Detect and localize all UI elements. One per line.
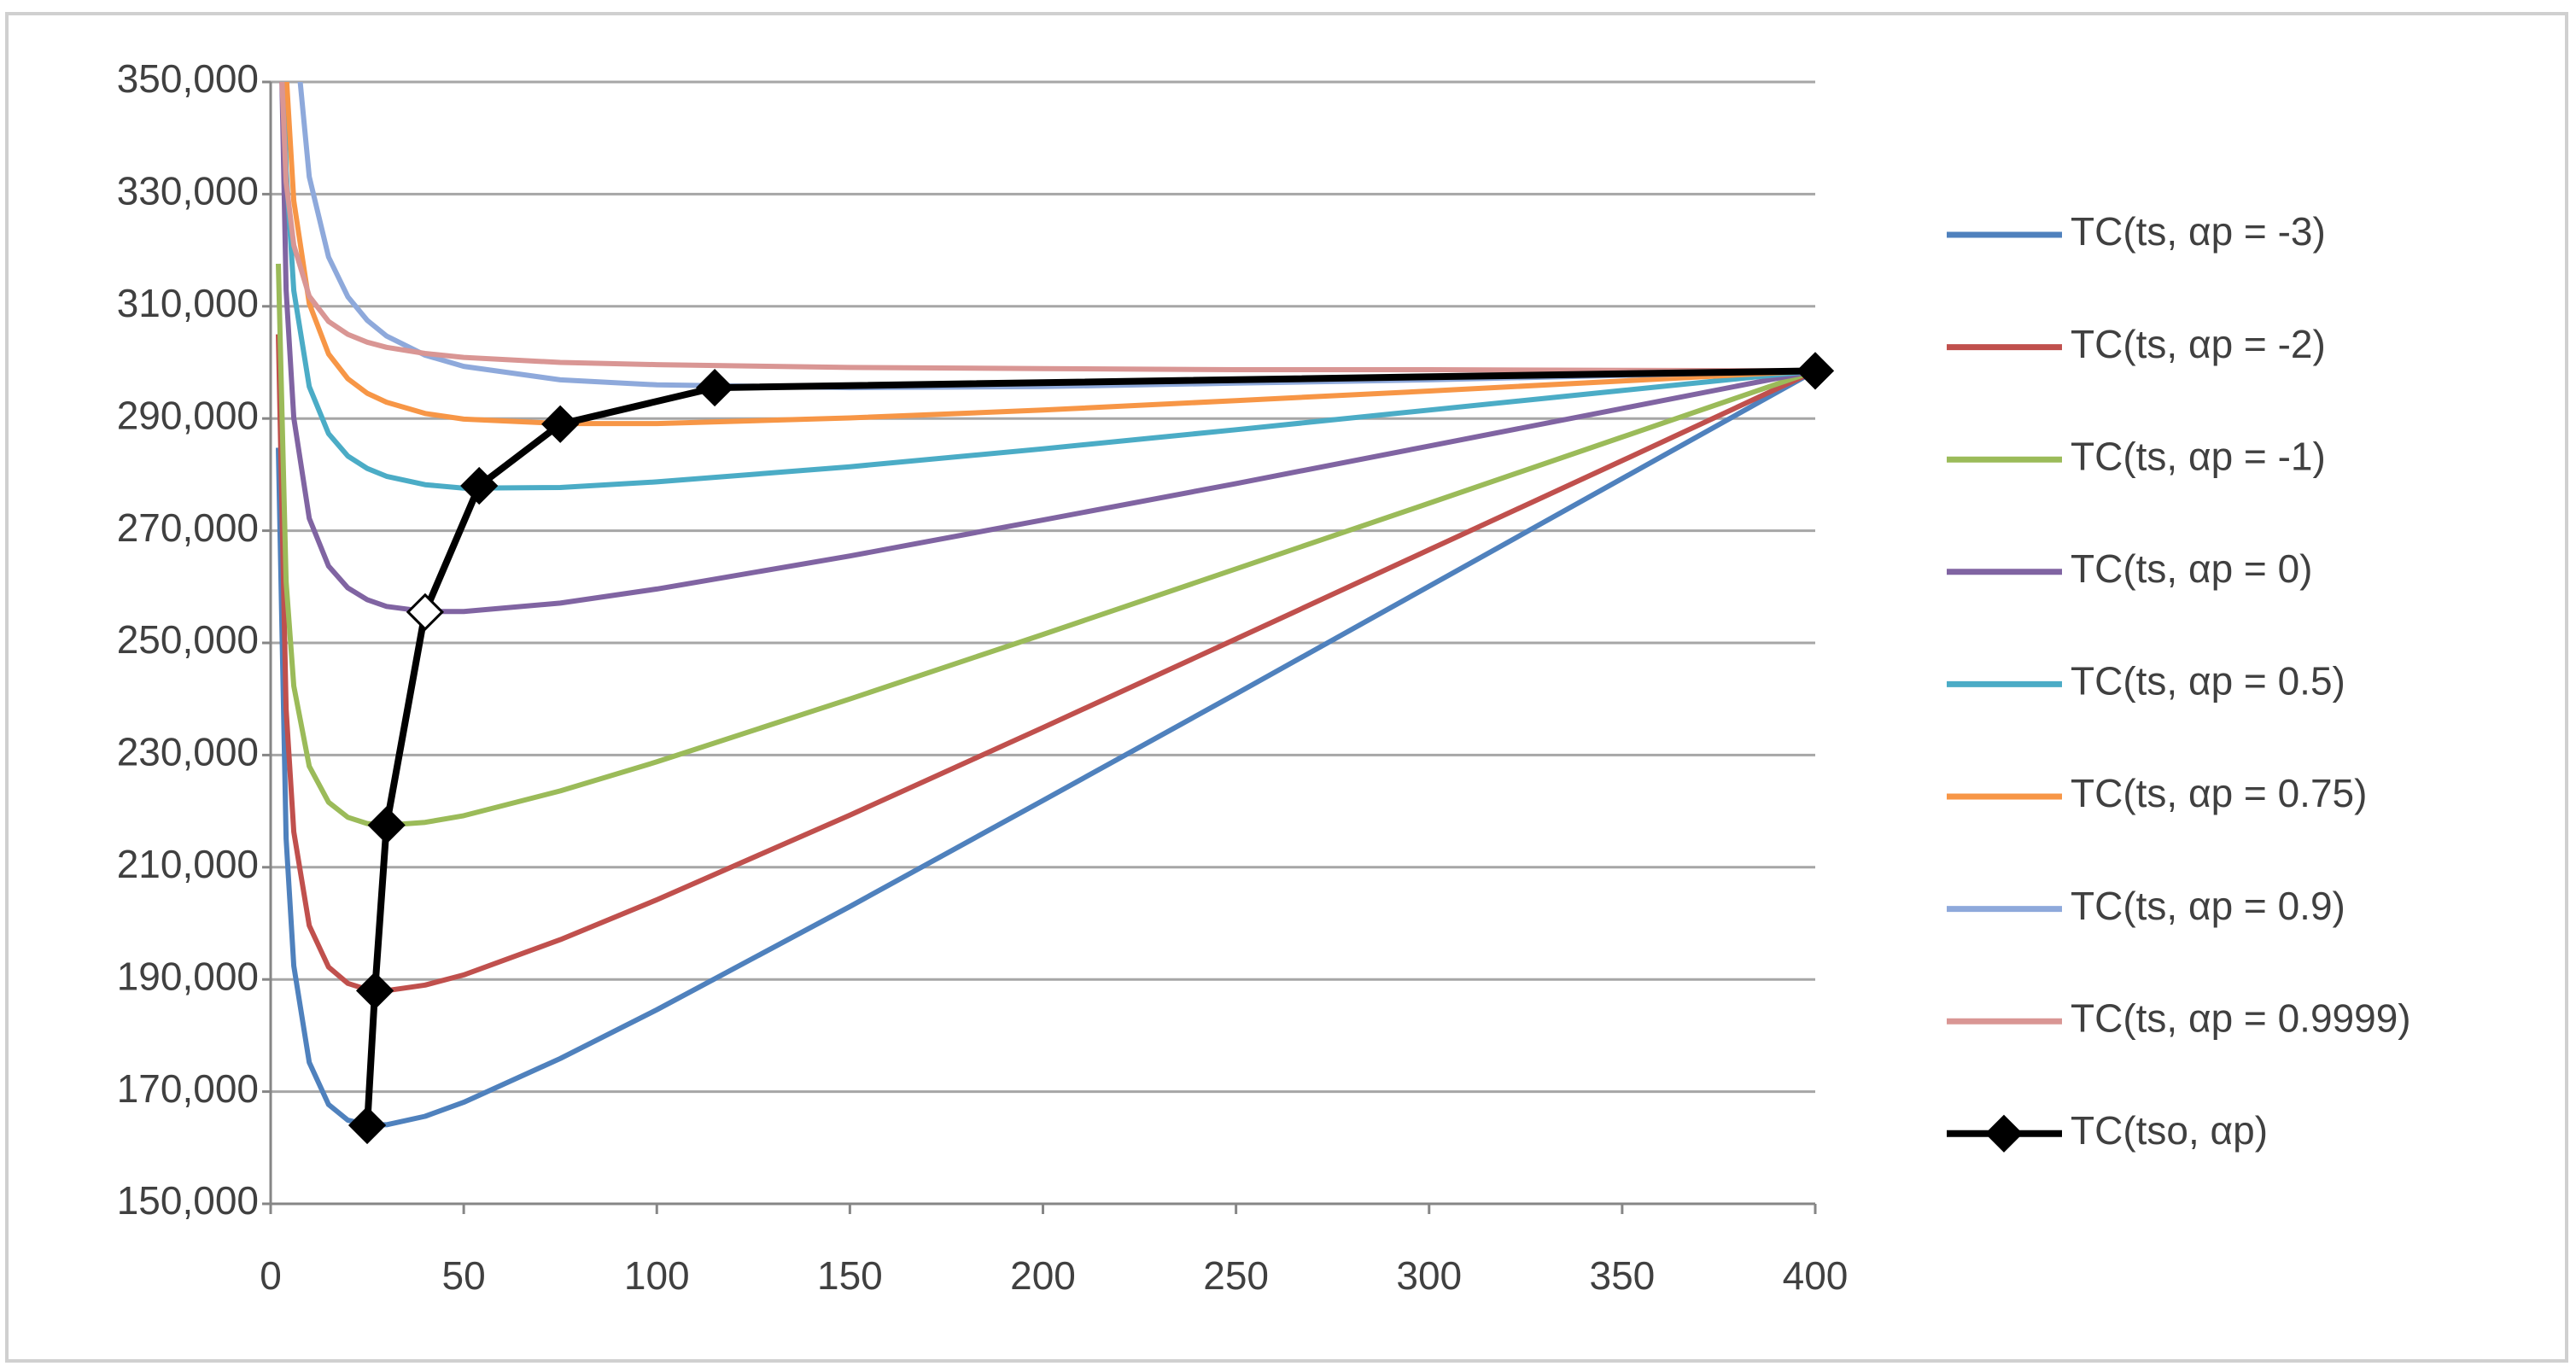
chart-frame (5, 12, 2568, 1363)
series-line (276, 263, 1815, 828)
x-tick-label: 350 (1590, 1253, 1656, 1298)
x-tick-label: 100 (624, 1253, 690, 1298)
series-marker (541, 405, 580, 443)
foreground: 150,000 170,000 190,000 210,000 230,000 250,0… (117, 56, 2411, 1298)
legend-label: TC(ts, αp = 0.75) (2071, 771, 2367, 815)
x-tick-label: 0 (260, 1253, 282, 1298)
series-line (276, 368, 1815, 1128)
x-tick-label: 400 (1783, 1253, 1849, 1298)
legend-label: TC(ts, αp = -2) (2071, 322, 2326, 366)
y-tick-label: 310,000 (117, 281, 259, 325)
y-tick-label: 270,000 (117, 505, 259, 550)
x-tick-label: 150 (817, 1253, 883, 1298)
series-marker (355, 972, 394, 1010)
legend-label: TC(ts, αp = 0.5) (2071, 659, 2345, 704)
y-tick-label: 230,000 (117, 730, 259, 774)
series-line (279, 82, 1815, 615)
legend-marker (1984, 1114, 2024, 1153)
x-tick-label: 300 (1396, 1253, 1462, 1298)
y-tick-label: 210,000 (117, 842, 259, 886)
series-marker (348, 1106, 387, 1145)
x-tick-label: 250 (1203, 1253, 1269, 1298)
legend-label: TC(ts, αp = 0.9) (2071, 884, 2345, 928)
plot-lines (276, 82, 1815, 1128)
series-marker (695, 368, 734, 407)
series-line (276, 334, 1815, 994)
series-marker (1796, 352, 1835, 390)
y-tick-label: 330,000 (117, 169, 259, 213)
x-tick-label: 200 (1010, 1253, 1076, 1298)
y-tick-label: 290,000 (117, 393, 259, 437)
x-tick-label: 50 (442, 1253, 486, 1298)
series-marker (460, 466, 499, 505)
y-tick-label: 250,000 (117, 617, 259, 662)
series-line (279, 82, 1815, 374)
legend-label: TC(ts, αp = 0) (2071, 546, 2312, 591)
y-tick-label: 190,000 (117, 954, 259, 998)
legend-label: TC(ts, αp = -3) (2071, 209, 2326, 254)
series-marker (406, 593, 445, 631)
legend-label: TC(ts, αp = -1) (2071, 434, 2326, 478)
legend-label: TC(ts, αp = 0.9999) (2071, 995, 2411, 1040)
series-line (281, 82, 1815, 491)
y-tick-label: 150,000 (117, 1178, 259, 1223)
series-line (364, 367, 1816, 1126)
series-marker (367, 806, 406, 844)
y-tick-label: 170,000 (117, 1066, 259, 1111)
legend-label: TC(tso, αp) (2071, 1108, 2268, 1153)
y-tick-label: 350,000 (117, 56, 259, 101)
